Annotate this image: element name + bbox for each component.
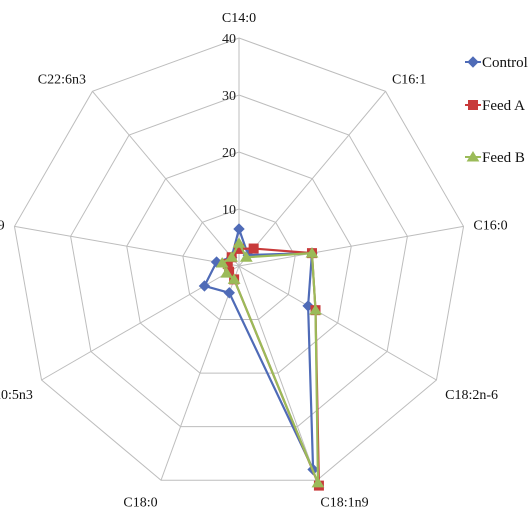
- grid-spoke: [160, 265, 240, 481]
- radar-grid: [13, 37, 465, 481]
- data-point: [248, 243, 259, 254]
- category-label: C22:6n3: [38, 73, 86, 88]
- grid-spoke: [238, 225, 464, 267]
- grid-spoke: [92, 91, 240, 267]
- data-point: [220, 267, 234, 278]
- legend-item: Feed A: [465, 98, 525, 114]
- data-point: [233, 223, 245, 235]
- series-control: [198, 223, 319, 476]
- tick-label: 30: [222, 89, 236, 104]
- grid-spoke: [41, 265, 240, 381]
- data-point: [198, 280, 211, 292]
- legend-label: Feed B: [482, 150, 525, 166]
- category-label: C18:1n9: [320, 496, 368, 508]
- data-point: [309, 304, 322, 315]
- data-point: [227, 273, 241, 284]
- tick-label: 20: [222, 146, 236, 161]
- category-label: C16:1: [392, 73, 426, 88]
- grid-spoke: [238, 265, 318, 481]
- grid-spoke: [238, 91, 386, 267]
- category-label: C16:0: [473, 219, 507, 234]
- series-feed-b: [215, 237, 325, 488]
- category-labels: C14:0 C16:1 C16:0 C18:2n-6 C18:1n9 C18:0 C20:5…: [0, 11, 508, 508]
- grid-spoke: [238, 265, 437, 381]
- category-label: C20:5n3: [0, 388, 33, 403]
- data-point: [215, 257, 229, 268]
- data-point: [232, 237, 246, 248]
- category-label: C18:2n-6: [445, 388, 498, 403]
- tick-label: 10: [222, 203, 236, 218]
- grid-spoke: [14, 225, 240, 267]
- data-point: [466, 151, 480, 162]
- grid-ring: [126, 151, 352, 374]
- data-series: [198, 223, 325, 491]
- data-point: [305, 247, 319, 258]
- category-label: C20:1n9: [0, 219, 5, 234]
- data-point: [223, 287, 235, 299]
- legend-label: Control: [482, 55, 528, 71]
- data-point: [311, 476, 325, 488]
- legend-item: Feed B: [465, 150, 525, 166]
- tick-label: 40: [222, 32, 236, 47]
- grid-ring: [13, 37, 465, 481]
- data-point: [467, 56, 479, 68]
- data-point: [468, 100, 478, 110]
- legend-label: Feed A: [482, 98, 525, 114]
- legend-item: Control: [465, 55, 528, 71]
- data-point: [225, 251, 239, 262]
- grid-ring: [70, 94, 408, 428]
- category-label: C14:0: [222, 11, 256, 26]
- legend: Control Feed A Feed B: [465, 55, 528, 166]
- category-label: C18:0: [123, 496, 157, 508]
- grid-ring: [182, 208, 296, 321]
- radial-tick-labels: 10 20 30 40: [222, 32, 236, 218]
- data-point: [239, 251, 253, 262]
